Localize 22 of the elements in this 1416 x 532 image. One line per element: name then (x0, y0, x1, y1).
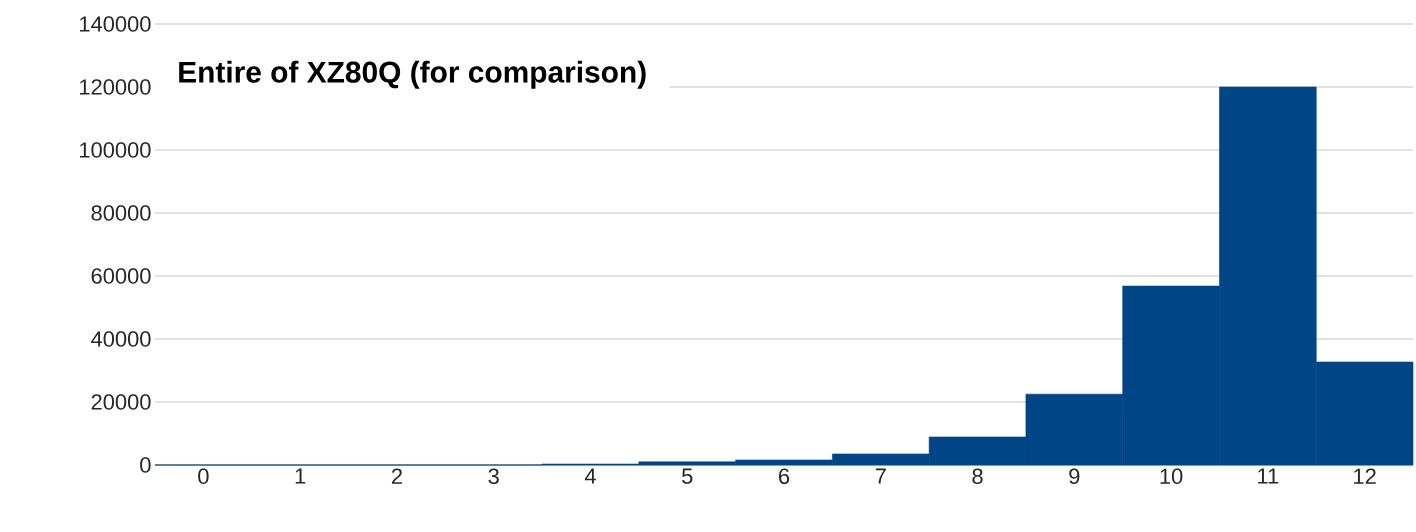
y-tick-label: 100000 (80, 142, 151, 158)
y-tick-label: 60000 (91, 268, 151, 284)
x-tick-label: 0 (198, 468, 209, 485)
text: Entire of XZ80Q (for comparison) (179, 60, 646, 89)
y-tick-label: 40000 (91, 331, 151, 347)
y-tick-label: 20000 (91, 394, 151, 410)
x-tick-label: 11 (1258, 468, 1279, 484)
x-tick-label: 5 (682, 468, 693, 484)
y-tick-label: 120000 (80, 79, 151, 95)
x-tick-label: 3 (488, 468, 499, 485)
x-tick-label: 12 (1354, 468, 1376, 484)
x-tick-label: 9 (1069, 468, 1080, 485)
x-tick-label: 7 (875, 468, 886, 484)
y-tick-label: 80000 (91, 205, 151, 221)
x-tick-label: 10 (1160, 468, 1183, 485)
x-tick-label: 6 (779, 468, 790, 485)
x-tick-label: 2 (391, 468, 402, 484)
x-tick-label: 4 (584, 468, 596, 484)
y-tick-label: 0 (140, 457, 151, 473)
x-tick-label: 8 (972, 468, 983, 485)
x-tick-label: 1 (295, 468, 306, 484)
y-tick-label: 140000 (80, 16, 151, 32)
